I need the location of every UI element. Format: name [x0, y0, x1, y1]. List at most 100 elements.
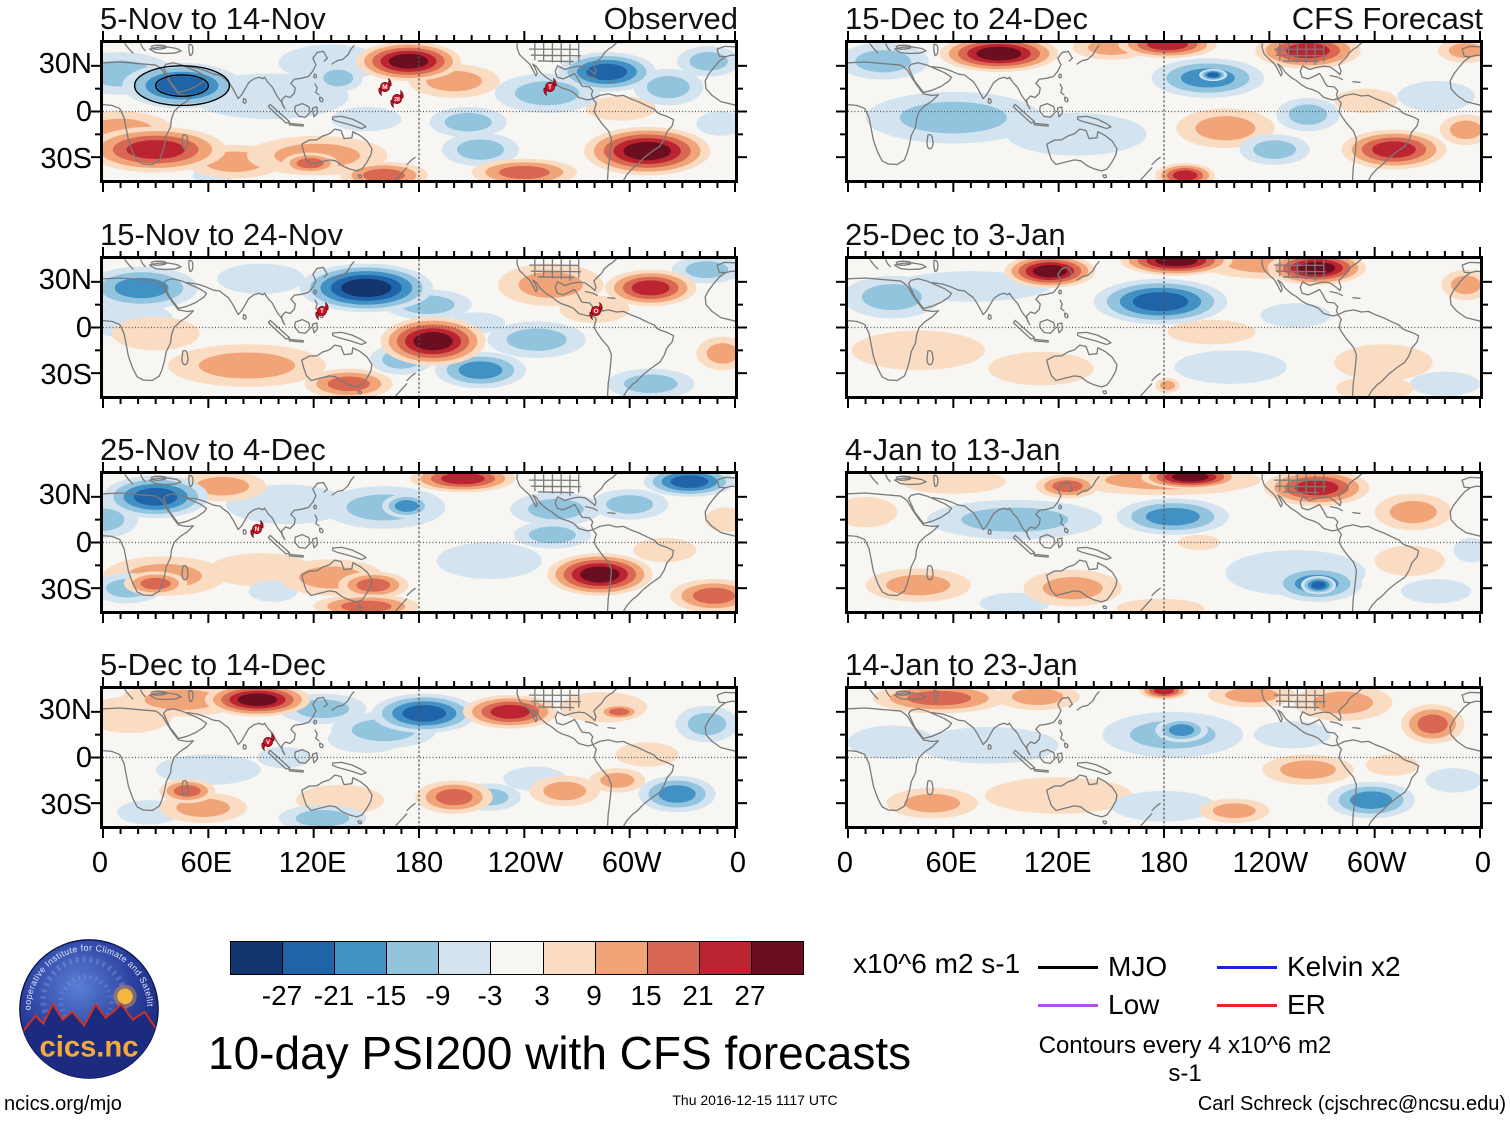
x-axis-label-180-col1: 180: [1139, 847, 1189, 879]
panel-date-range: 15-Dec to 24-Dec: [845, 1, 1088, 36]
cyclone-label: O: [593, 308, 598, 315]
panel-title-row: 25-Dec to 3-Jan: [845, 216, 1483, 252]
axis-ticks: [836, 677, 1492, 838]
cyclone-label: T: [548, 84, 552, 91]
panel-date-range: 5-Nov to 14-Nov: [100, 1, 326, 36]
logo-wordmark: cics.nc: [40, 1032, 139, 1064]
axis-ticks: [836, 31, 1492, 192]
anomaly-blobs: [848, 689, 1480, 823]
anomaly-blobs: [103, 474, 735, 611]
x-axis-label-120E-col1: 120E: [1023, 847, 1092, 879]
axis-ticks: [836, 247, 1492, 408]
anomaly-blobs: [103, 259, 735, 396]
y-axis-label-30N: 30N: [38, 47, 92, 80]
legend-label: Low: [1108, 989, 1160, 1020]
colorbar-cell-8: [647, 942, 700, 974]
anomaly-blobs: [848, 474, 1480, 611]
x-axis-label-60E-col1: 60E: [925, 847, 978, 879]
cics-logo: cics.nc Cooperative Institute for Climat…: [13, 928, 162, 1082]
y-axis-label-30S: 30S: [40, 789, 92, 822]
coastlines: [848, 474, 1480, 611]
colorbar: [230, 941, 804, 975]
colorbar-units-label: x10^6 m2 s-1: [853, 948, 1021, 979]
legend-label: Kelvin x2: [1287, 951, 1401, 982]
x-axis-label-60W-col1: 60W: [1346, 847, 1407, 879]
anomaly-field: [848, 689, 1480, 826]
tropical-cyclone-icon: N: [250, 519, 264, 539]
x-axis-label-0-col1: 0: [1474, 847, 1492, 879]
panel-date-range: 5-Dec to 14-Dec: [100, 647, 326, 682]
x-axis-label-120W-col0: 120W: [487, 847, 564, 879]
x-axis-label-60W-col0: 60W: [601, 847, 662, 879]
legend-line-low: [1038, 1004, 1098, 1007]
y-axis-label-30S: 30S: [40, 359, 92, 392]
anomaly-field: [103, 474, 735, 611]
legend-line-mjo: [1038, 966, 1098, 969]
y-axis-label-0: 0: [75, 526, 92, 559]
anomaly-field: [103, 689, 735, 826]
axis-ticks: [91, 247, 747, 408]
colorbar-cell-2: [335, 942, 388, 974]
colorbar-cell-9: [699, 942, 752, 974]
y-axis-label-30S: 30S: [40, 143, 92, 176]
colorbar-cell-5: [491, 942, 544, 974]
colorbar-tick--9: -9: [425, 980, 451, 1011]
mjo-contour-ring: [135, 66, 230, 106]
x-axis-label-120E-col0: 120E: [278, 847, 347, 879]
y-axis-label-30N: 30N: [38, 693, 92, 726]
panel-title-row: 5-Nov to 14-Nov Observed: [100, 0, 738, 36]
coastlines: [103, 689, 735, 826]
tropical-cyclone-icon: M: [378, 77, 392, 97]
colorbar-cell-7: [595, 942, 648, 974]
colorbar-tick--27: -27: [261, 980, 303, 1011]
logo-sun: [117, 988, 133, 1005]
panel-title-row: 4-Jan to 13-Jan: [845, 431, 1483, 467]
panel-date-range: 25-Dec to 3-Jan: [845, 217, 1066, 252]
x-axis-label-0-col1: 0: [836, 847, 854, 879]
colorbar-tick-3: 3: [534, 980, 550, 1011]
y-axis-label-0: 0: [75, 741, 92, 774]
panel-date-range: 14-Jan to 23-Jan: [845, 647, 1078, 682]
colorbar-cell-6: [543, 942, 596, 974]
colorbar-tick-9: 9: [586, 980, 602, 1011]
panel-title-row: 15-Nov to 24-Nov: [100, 216, 738, 252]
coastlines: [848, 689, 1480, 826]
y-axis-label-0: 0: [75, 311, 92, 344]
tropical-cyclone-icon: T: [315, 301, 329, 321]
map-panel-15-dec-to-24-dec: [836, 31, 1492, 192]
anomaly-blobs: [848, 43, 1480, 180]
x-axis-label-0-col0: 0: [91, 847, 109, 879]
colorbar-cell-4: [439, 942, 492, 974]
axis-ticks: [836, 462, 1492, 623]
panel-corner-label: CFS Forecast: [1291, 1, 1483, 36]
map-panel-5-nov-to-14-nov: M 28 T: [91, 31, 747, 192]
colorbar-cell-1: [283, 942, 336, 974]
figure-title: 10-day PSI200 with CFS forecasts: [208, 1027, 912, 1079]
coastlines: [103, 43, 735, 180]
cyclone-label: M: [382, 84, 387, 91]
legend-label: ER: [1287, 989, 1326, 1020]
cyclone-label: N: [255, 526, 260, 533]
panel-title-row: 5-Dec to 14-Dec: [100, 646, 738, 682]
map-panel-5-dec-to-14-dec: V: [91, 677, 747, 838]
x-axis-label-120W-col1: 120W: [1232, 847, 1309, 879]
cyclone-label: 28: [395, 97, 401, 103]
colorbar-cell-3: [387, 942, 440, 974]
colorbar-cell-0: [231, 942, 284, 974]
anomaly-field: [848, 259, 1480, 396]
logo-ridge-line: [19, 1002, 159, 1036]
y-axis-label-30S: 30S: [40, 574, 92, 607]
x-axis-label-180-col0: 180: [394, 847, 444, 879]
colorbar-tick-21: 21: [682, 980, 714, 1011]
x-axis-label-0-col0: 0: [729, 847, 747, 879]
tropical-cyclone-icon: V: [260, 732, 275, 752]
legend-line-kelvin-x2: [1217, 966, 1277, 969]
y-axis-label-30N: 30N: [38, 478, 92, 511]
mjo-contour-ring: [156, 75, 209, 96]
axis-ticks: [91, 677, 747, 838]
coastlines: [848, 259, 1480, 396]
map-panel-25-dec-to-3-jan: [836, 247, 1492, 408]
anomaly-field: [103, 43, 735, 180]
tropical-cyclone-icon: T: [543, 77, 557, 97]
